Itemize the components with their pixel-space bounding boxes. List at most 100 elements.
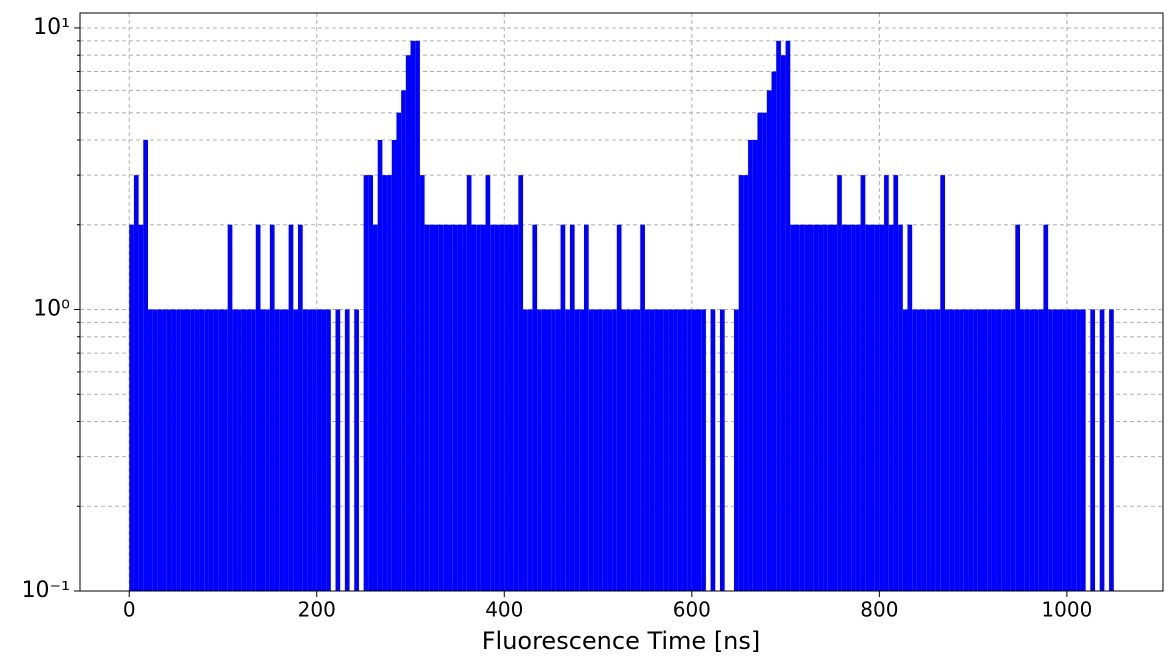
bar bbox=[991, 309, 997, 591]
bar bbox=[265, 309, 270, 591]
bar bbox=[133, 175, 139, 592]
bar bbox=[841, 224, 847, 592]
bar bbox=[1029, 309, 1035, 591]
bar bbox=[490, 224, 495, 592]
bar bbox=[940, 175, 945, 592]
bar bbox=[546, 309, 552, 591]
bar bbox=[635, 309, 641, 591]
bar bbox=[846, 224, 852, 592]
bar bbox=[1090, 309, 1096, 591]
bar bbox=[513, 224, 519, 592]
bar bbox=[907, 224, 913, 592]
bar bbox=[677, 309, 683, 591]
bar bbox=[1038, 309, 1044, 591]
bar bbox=[630, 309, 636, 591]
bar bbox=[176, 309, 181, 591]
bar bbox=[565, 309, 570, 591]
bar bbox=[194, 309, 200, 591]
bar bbox=[429, 224, 434, 592]
bar bbox=[799, 224, 805, 592]
x-tick-label: 0 bbox=[123, 598, 136, 622]
bar bbox=[659, 309, 664, 591]
bar bbox=[832, 224, 838, 592]
bar bbox=[738, 175, 744, 592]
bar bbox=[902, 309, 908, 591]
bar bbox=[396, 112, 402, 592]
bar bbox=[837, 175, 842, 592]
bar bbox=[569, 224, 575, 592]
bar bbox=[1048, 309, 1053, 591]
bar bbox=[293, 309, 299, 591]
bar bbox=[457, 224, 463, 592]
bar bbox=[222, 309, 228, 591]
bar bbox=[302, 309, 308, 591]
bar bbox=[616, 224, 622, 592]
bar bbox=[387, 175, 392, 592]
bar bbox=[607, 309, 613, 591]
bar bbox=[462, 224, 467, 592]
bar bbox=[1099, 309, 1105, 591]
bar bbox=[508, 224, 514, 592]
bar bbox=[930, 309, 936, 591]
bar bbox=[237, 309, 242, 591]
bar bbox=[612, 309, 617, 591]
bar bbox=[1024, 309, 1030, 591]
bar bbox=[494, 224, 500, 592]
bar bbox=[335, 309, 341, 591]
bar bbox=[583, 224, 589, 592]
bar bbox=[208, 309, 214, 591]
bar bbox=[813, 224, 819, 592]
bar bbox=[143, 139, 148, 591]
bar bbox=[949, 309, 955, 591]
bar bbox=[790, 224, 795, 592]
bar bbox=[987, 309, 992, 591]
bar bbox=[968, 309, 974, 591]
bar bbox=[316, 309, 322, 591]
bar bbox=[312, 309, 317, 591]
bar bbox=[480, 224, 486, 592]
bar bbox=[443, 224, 449, 592]
bar bbox=[1015, 224, 1021, 592]
bar bbox=[241, 309, 247, 591]
bar bbox=[893, 175, 899, 592]
bar bbox=[419, 175, 425, 592]
bar bbox=[766, 90, 772, 591]
x-tick-label: 200 bbox=[298, 598, 336, 622]
bar bbox=[654, 309, 660, 591]
bar bbox=[1005, 309, 1011, 591]
bar bbox=[410, 40, 416, 591]
bar bbox=[171, 309, 177, 591]
bar bbox=[321, 309, 327, 591]
bar bbox=[954, 309, 960, 591]
bar bbox=[246, 309, 252, 591]
bar bbox=[401, 90, 406, 591]
bar bbox=[982, 309, 988, 591]
bar bbox=[921, 309, 927, 591]
x-tick-label: 600 bbox=[673, 598, 711, 622]
bar bbox=[926, 309, 931, 591]
bar bbox=[944, 309, 950, 591]
y-tick-label: 10⁰ bbox=[33, 296, 70, 321]
bar bbox=[190, 309, 195, 591]
bar bbox=[1034, 309, 1039, 591]
bar bbox=[809, 224, 814, 592]
bar bbox=[977, 309, 983, 591]
bar bbox=[466, 175, 472, 592]
bar bbox=[1020, 309, 1025, 591]
bar bbox=[232, 309, 238, 591]
bar bbox=[916, 309, 922, 591]
bar bbox=[1080, 309, 1086, 591]
bar bbox=[415, 40, 420, 591]
bar bbox=[438, 224, 444, 592]
x-tick-label: 400 bbox=[485, 598, 523, 622]
bar bbox=[363, 175, 369, 592]
bar bbox=[663, 309, 669, 591]
x-tick-label: 1000 bbox=[1041, 598, 1092, 622]
bar bbox=[874, 224, 880, 592]
bar bbox=[644, 309, 650, 591]
bar bbox=[424, 224, 430, 592]
bar bbox=[743, 175, 749, 592]
bar bbox=[884, 175, 889, 592]
bar bbox=[433, 224, 439, 592]
bar bbox=[752, 139, 758, 591]
